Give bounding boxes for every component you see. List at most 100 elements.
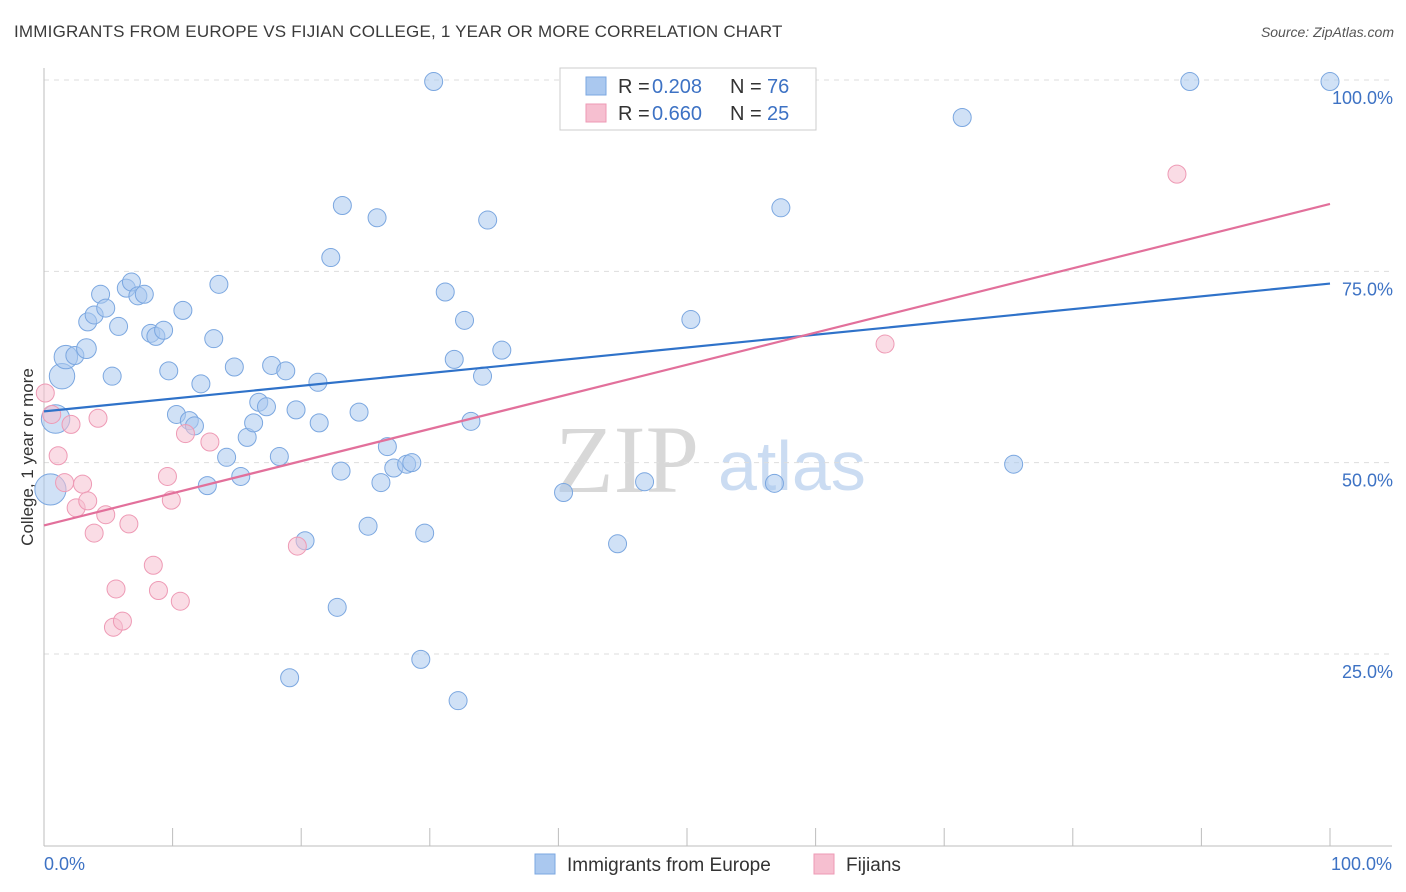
point-fijians <box>287 536 307 556</box>
y-tick-label-25: 25.0% <box>1342 662 1393 682</box>
point-immigrants-from-europe <box>492 340 512 360</box>
point-immigrants-from-europe <box>455 310 475 330</box>
point-immigrants-from-europe <box>681 310 701 330</box>
series-immigrants-from-europe <box>34 72 1340 711</box>
legend-n-value-pink: 25 <box>767 103 789 125</box>
point-immigrants-from-europe <box>280 668 300 688</box>
legend-bottom-label-pink: Fijians <box>846 855 901 876</box>
point-immigrants-from-europe <box>377 437 397 457</box>
point-immigrants-from-europe <box>444 349 464 369</box>
chart-source: Source: ZipAtlas.com <box>1260 24 1394 40</box>
gridlines <box>44 79 1392 655</box>
y-tick-label-100: 100.0% <box>1332 88 1393 108</box>
point-immigrants-from-europe <box>349 402 369 422</box>
point-fijians <box>73 474 93 494</box>
point-immigrants-from-europe <box>952 108 972 128</box>
point-fijians <box>112 611 132 631</box>
legend-top: R = 0.208 N = 76 R = 0.660 N = 25 <box>559 67 817 131</box>
point-fijians <box>175 424 195 444</box>
point-fijians <box>200 432 220 452</box>
point-immigrants-from-europe <box>371 473 391 493</box>
y-axis-title: College, 1 year or more <box>18 368 37 546</box>
point-immigrants-from-europe <box>309 413 329 433</box>
point-immigrants-from-europe <box>435 282 455 302</box>
point-immigrants-from-europe <box>256 397 276 417</box>
legend-swatch-pink <box>585 103 607 123</box>
point-immigrants-from-europe <box>154 320 174 340</box>
point-immigrants-from-europe <box>554 483 574 503</box>
legend-n-label-blue: N = <box>730 76 762 98</box>
watermark-zip: ZIP <box>555 406 699 513</box>
y-tick-label-50: 50.0% <box>1342 471 1393 491</box>
point-immigrants-from-europe <box>109 316 129 336</box>
point-immigrants-from-europe <box>204 329 224 349</box>
x-tick-label-max: 100.0% <box>1331 854 1392 874</box>
point-fijians <box>875 334 895 354</box>
point-immigrants-from-europe <box>635 472 655 492</box>
legend-r-label-blue: R = <box>618 76 650 98</box>
point-fijians <box>84 523 104 543</box>
point-fijians <box>170 591 190 611</box>
point-immigrants-from-europe <box>173 300 193 320</box>
legend-r-value-blue: 0.208 <box>652 76 702 98</box>
point-fijians <box>35 383 55 403</box>
legend-swatch-blue <box>585 76 607 96</box>
point-fijians <box>42 404 62 424</box>
point-immigrants-from-europe <box>448 691 468 711</box>
point-immigrants-from-europe <box>308 372 328 392</box>
legend-bottom-label-blue: Immigrants from Europe <box>567 855 771 876</box>
point-immigrants-from-europe <box>244 413 264 433</box>
point-fijians <box>55 473 75 493</box>
point-immigrants-from-europe <box>276 361 296 381</box>
point-immigrants-from-europe <box>608 534 628 554</box>
point-fijians <box>88 408 108 428</box>
watermark: ZIP atlas <box>555 406 866 513</box>
y-tick-label-75: 75.0% <box>1342 279 1393 299</box>
point-immigrants-from-europe <box>159 361 179 381</box>
legend-r-value-pink: 0.660 <box>652 103 702 125</box>
point-fijians <box>106 579 126 599</box>
series-fijians <box>35 164 1187 637</box>
trend-line-fijians <box>43 202 1331 527</box>
x-tick-label-min: 0.0% <box>44 854 85 874</box>
point-immigrants-from-europe <box>478 210 498 230</box>
point-fijians <box>1167 164 1187 184</box>
point-immigrants-from-europe <box>1004 454 1024 474</box>
legend-bottom-swatch-blue <box>534 853 556 875</box>
y-axis-tick-labels: 25.0% 50.0% 75.0% 100.0% <box>1332 88 1393 682</box>
point-immigrants-from-europe <box>286 400 306 420</box>
point-immigrants-from-europe <box>402 453 422 473</box>
legend-bottom: Immigrants from Europe Fijians <box>534 853 901 876</box>
point-immigrants-from-europe <box>331 461 351 481</box>
trend-line-immigrants-from-europe <box>43 282 1331 413</box>
chart-title: IMMIGRANTS FROM EUROPE VS FIJIAN COLLEGE… <box>14 22 783 41</box>
point-immigrants-from-europe <box>327 597 347 617</box>
point-immigrants-from-europe <box>411 649 431 669</box>
point-immigrants-from-europe <box>764 473 784 493</box>
point-immigrants-from-europe <box>217 447 237 467</box>
point-fijians <box>61 414 81 434</box>
point-immigrants-from-europe <box>1180 72 1200 92</box>
legend-n-value-blue: 76 <box>767 76 789 98</box>
point-immigrants-from-europe <box>269 447 289 467</box>
point-immigrants-from-europe <box>191 374 211 394</box>
point-immigrants-from-europe <box>321 248 341 268</box>
x-axis-ticks <box>43 828 1331 846</box>
legend-bottom-swatch-pink <box>813 853 835 875</box>
point-fijians <box>148 580 168 600</box>
point-immigrants-from-europe <box>96 298 116 318</box>
point-immigrants-from-europe <box>424 72 444 92</box>
point-immigrants-from-europe <box>332 196 352 216</box>
point-fijians <box>119 514 139 534</box>
point-immigrants-from-europe <box>1320 72 1340 92</box>
point-immigrants-from-europe <box>473 366 493 386</box>
point-immigrants-from-europe <box>415 523 435 543</box>
point-immigrants-from-europe <box>76 338 97 359</box>
legend-n-label-pink: N = <box>730 103 762 125</box>
point-fijians <box>157 466 177 486</box>
point-immigrants-from-europe <box>358 516 378 536</box>
watermark-atlas: atlas <box>718 427 866 505</box>
legend-r-label-pink: R = <box>618 103 650 125</box>
point-fijians <box>143 555 163 575</box>
